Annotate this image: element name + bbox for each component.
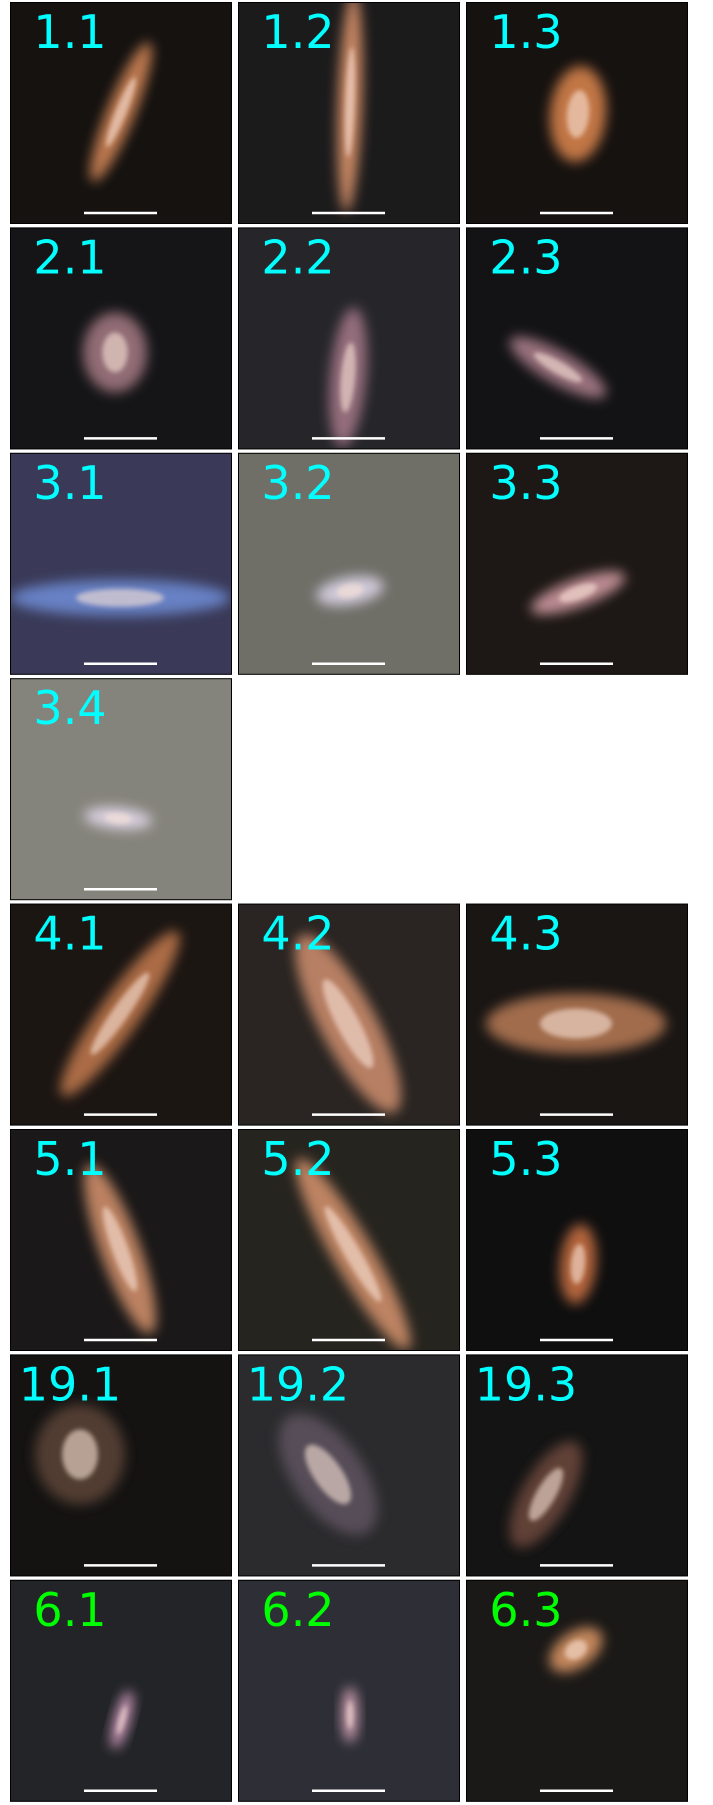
galaxy-core: [336, 583, 364, 599]
panel: 3.2: [238, 452, 460, 675]
panel-border: [238, 227, 460, 450]
galaxy-core: [340, 342, 356, 413]
panel-border: [238, 903, 460, 1126]
panel-label: 2.2: [261, 230, 334, 284]
panel-label: 19.3: [475, 1357, 577, 1411]
panel-border: [238, 452, 460, 675]
cutout-image: [10, 452, 232, 675]
panel: 3.4: [10, 678, 232, 901]
galaxy-core: [540, 1008, 612, 1039]
panel-border: [10, 1129, 232, 1351]
galaxy-core: [102, 1206, 138, 1292]
galaxy-core: [533, 352, 583, 383]
panel: 6.2: [238, 1579, 460, 1802]
galaxy-core: [90, 972, 150, 1055]
cutout-image: [466, 452, 688, 675]
panel: 19.3: [466, 1354, 688, 1577]
galaxy-core: [324, 1206, 382, 1302]
galaxy-core: [346, 1700, 354, 1729]
panel-label: 19.2: [247, 1357, 349, 1411]
panel-label: 4.3: [489, 907, 562, 961]
panel-border: [466, 1579, 688, 1802]
panel: 3.1: [10, 452, 232, 675]
panel: 2.2: [238, 227, 460, 450]
panel: 5.2: [238, 1129, 460, 1351]
galaxy-core: [528, 1467, 564, 1521]
panel-label: 3.1: [33, 456, 106, 510]
panel-border: [10, 452, 232, 675]
galaxy-core: [106, 77, 136, 147]
panel: 1.2: [238, 2, 460, 224]
panel: 4.3: [466, 903, 688, 1126]
panel-border: [10, 678, 232, 901]
panel: 1.3: [466, 2, 688, 224]
cutout-image: [466, 1579, 688, 1802]
panel-label: 2.3: [489, 230, 562, 284]
panel-border: [466, 1354, 688, 1577]
galaxy-core: [564, 1639, 588, 1660]
panel: 1.1: [10, 2, 232, 224]
panel-border: [238, 1579, 460, 1802]
galaxy-core: [566, 90, 590, 138]
panel: 3.3: [466, 452, 688, 675]
panel: 4.1: [10, 903, 232, 1126]
panel: 5.3: [466, 1129, 688, 1351]
panel-border: [10, 2, 232, 224]
panel: 6.3: [466, 1579, 688, 1802]
panel-label: 5.1: [33, 1132, 106, 1186]
panel-border: [466, 227, 688, 450]
panel-border: [10, 903, 232, 1126]
panel: 5.1: [10, 1129, 232, 1351]
panel-label: 4.2: [261, 907, 334, 961]
galaxy-core: [117, 1705, 127, 1735]
galaxy-core: [559, 583, 597, 603]
panel-border: [238, 1129, 460, 1351]
panel: 4.2: [238, 903, 460, 1126]
panel-border: [466, 2, 688, 224]
panel: 19.2: [238, 1354, 460, 1577]
panel-border: [10, 1354, 232, 1577]
panel-label: 1.3: [489, 5, 562, 59]
galaxy-core: [322, 979, 374, 1069]
panel-border: [466, 452, 688, 675]
panel-label: 19.1: [19, 1357, 121, 1411]
galaxy-core: [104, 812, 132, 824]
cutout-image: [466, 227, 688, 450]
panel-border: [10, 1579, 232, 1802]
cutout-image: [238, 452, 460, 675]
panel-label: 3.4: [33, 681, 106, 735]
panel-label: 6.2: [261, 1583, 334, 1637]
panel-border: [238, 2, 460, 224]
panel-label: 3.2: [261, 456, 334, 510]
panel-label: 2.1: [33, 230, 106, 284]
panel-label: 1.2: [261, 5, 334, 59]
panel-label: 6.1: [33, 1583, 106, 1637]
panel-label: 4.1: [33, 907, 106, 961]
galaxy-core: [304, 1444, 352, 1505]
panel-label: 5.3: [489, 1132, 562, 1186]
galaxy-core: [344, 47, 356, 157]
panel: 6.1: [10, 1579, 232, 1802]
galaxy-core: [62, 1429, 98, 1480]
galaxy-core: [570, 1244, 586, 1284]
panel-label: 1.1: [33, 5, 106, 59]
panel-border: [10, 227, 232, 450]
panel-label: 5.2: [261, 1132, 334, 1186]
panel-border: [466, 903, 688, 1126]
panel-border: [238, 1354, 460, 1577]
panel-border: [466, 1129, 688, 1351]
panel: 2.3: [466, 227, 688, 450]
galaxy-core: [102, 332, 128, 373]
panel-label: 3.3: [489, 456, 562, 510]
cutout-image: [10, 1579, 232, 1802]
panel-label: 6.3: [489, 1583, 562, 1637]
panel: 2.1: [10, 227, 232, 450]
panel: 19.1: [10, 1354, 232, 1577]
cutout-image: [10, 678, 232, 901]
galaxy-core: [76, 588, 164, 607]
